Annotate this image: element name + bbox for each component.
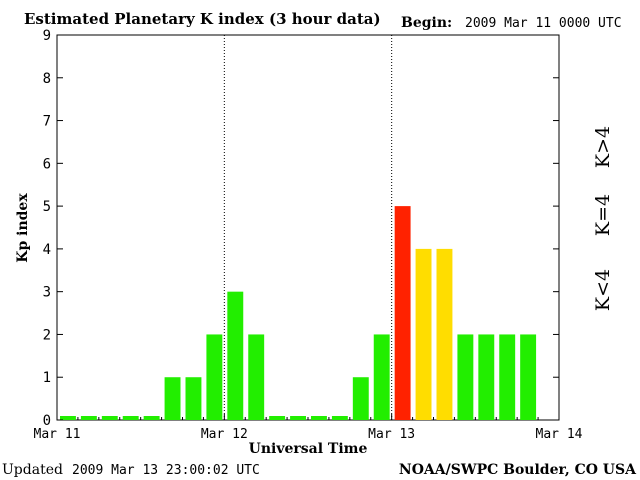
kp-bar bbox=[227, 291, 244, 420]
y-tick-label: 3 bbox=[43, 285, 51, 301]
y-tick-label: 5 bbox=[43, 199, 51, 215]
y-tick-label: 6 bbox=[43, 156, 51, 172]
day-dividers bbox=[223, 35, 393, 420]
kp-bar bbox=[185, 377, 202, 420]
y-tick-label: 9 bbox=[43, 28, 51, 44]
kp-bar bbox=[478, 334, 495, 420]
kp-bar bbox=[101, 416, 118, 420]
y-tick-label: 1 bbox=[43, 370, 51, 386]
legend: K<4 K=4 K>4 bbox=[592, 126, 614, 311]
y-tick-label: 2 bbox=[43, 327, 51, 343]
legend-high: K>4 bbox=[592, 126, 614, 168]
updated-label: Updated bbox=[2, 462, 63, 478]
credit-text: NOAA/SWPC Boulder, CO USA bbox=[399, 462, 637, 478]
legend-mid: K=4 bbox=[592, 194, 614, 236]
kp-bar bbox=[415, 248, 432, 420]
kp-bar bbox=[394, 206, 411, 420]
y-tick-label: 8 bbox=[43, 71, 51, 87]
begin-value: 2009 Mar 11 0000 UTC bbox=[465, 16, 622, 31]
x-tick-label: Mar 13 bbox=[368, 427, 415, 442]
y-axis: 0 1 2 3 4 5 6 7 8 9 bbox=[43, 28, 559, 429]
kp-bar bbox=[60, 416, 76, 420]
y-tick-label: 7 bbox=[43, 114, 51, 130]
kp-bar bbox=[311, 416, 327, 420]
kp-bar bbox=[352, 377, 369, 420]
legend-low: K<4 bbox=[592, 269, 614, 311]
y-tick-label: 0 bbox=[43, 413, 51, 429]
x-tick-label: Mar 11 bbox=[34, 427, 81, 442]
kp-bar bbox=[499, 334, 516, 420]
bar-series bbox=[60, 206, 537, 420]
kp-bar bbox=[143, 416, 160, 420]
kp-bar bbox=[373, 334, 390, 420]
kp-bar bbox=[122, 416, 139, 420]
kp-bar bbox=[206, 334, 223, 420]
x-tick-label: Mar 12 bbox=[201, 427, 248, 442]
x-tick-label: Mar 14 bbox=[536, 427, 583, 442]
y-axis-title: Kp index bbox=[15, 193, 31, 263]
kp-bar bbox=[80, 416, 97, 420]
begin-label: Begin: bbox=[401, 15, 452, 31]
kp-bar bbox=[248, 334, 265, 420]
kp-bar bbox=[520, 334, 537, 420]
kp-bar bbox=[331, 416, 348, 420]
kp-bar bbox=[436, 248, 453, 420]
y-tick-label: 4 bbox=[43, 242, 51, 258]
chart-title: Estimated Planetary K index (3 hour data… bbox=[24, 10, 381, 28]
kp-bar bbox=[457, 334, 474, 420]
x-axis: Mar 11 Mar 12 Mar 13 Mar 14 bbox=[34, 414, 583, 442]
updated-value: 2009 Mar 13 23:00:02 UTC bbox=[72, 463, 260, 478]
x-axis-title: Universal Time bbox=[249, 441, 368, 457]
kp-bar bbox=[290, 416, 306, 420]
kp-bar bbox=[164, 377, 181, 420]
kp-bar bbox=[269, 416, 286, 420]
